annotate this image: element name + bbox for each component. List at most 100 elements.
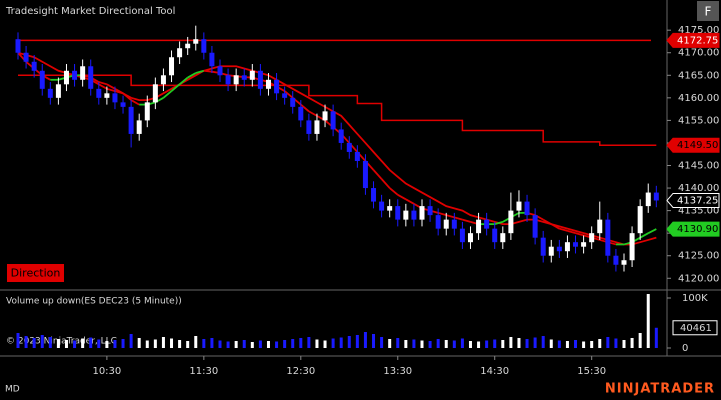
candle-body bbox=[354, 151, 360, 161]
fast-line-segment bbox=[445, 214, 455, 219]
volume-bar bbox=[493, 339, 497, 348]
volume-tick-label: 0 bbox=[682, 343, 688, 354]
fast-line-segment bbox=[559, 227, 568, 232]
volume-bar bbox=[339, 337, 343, 348]
x-tick-label: 10:30 bbox=[92, 366, 121, 377]
volume-bar bbox=[606, 337, 610, 348]
volume-bar bbox=[380, 337, 384, 348]
fast-line-segment bbox=[195, 69, 205, 74]
fast-line-segment bbox=[575, 232, 584, 237]
fast-line-segment bbox=[284, 90, 294, 99]
volume-bar bbox=[501, 340, 505, 348]
f-button[interactable] bbox=[697, 1, 719, 21]
candle-body bbox=[605, 219, 611, 256]
candle-body bbox=[419, 206, 425, 220]
candle-body bbox=[169, 57, 175, 76]
volume-bar bbox=[315, 339, 319, 348]
volume-bar bbox=[549, 339, 553, 348]
volume-bar bbox=[355, 335, 359, 348]
candle-body bbox=[645, 192, 651, 207]
candle-body bbox=[306, 120, 312, 134]
volume-bar bbox=[129, 334, 133, 348]
volume-bar bbox=[557, 340, 561, 348]
y-tick-label: 4125.00 bbox=[678, 251, 719, 262]
volume-bar bbox=[186, 341, 190, 348]
candle-body bbox=[387, 206, 393, 211]
candle-body bbox=[298, 106, 304, 121]
fast-line-segment bbox=[647, 228, 657, 234]
candle-body bbox=[524, 201, 530, 216]
volume-bar bbox=[654, 327, 658, 348]
volume-bar bbox=[436, 339, 440, 348]
volume-bar bbox=[533, 337, 537, 348]
volume-bar bbox=[468, 341, 472, 348]
volume-bar bbox=[218, 340, 222, 348]
candle-body bbox=[476, 219, 482, 234]
x-tick-label: 13:30 bbox=[383, 366, 412, 377]
candle-body bbox=[564, 242, 570, 252]
volume-bar bbox=[622, 340, 626, 348]
volume-bar bbox=[210, 338, 214, 348]
candle-body bbox=[128, 106, 134, 134]
candle-body bbox=[653, 192, 659, 201]
fast-line-segment bbox=[106, 83, 116, 90]
y-tick-label: 4155.00 bbox=[678, 115, 719, 126]
candle-body bbox=[637, 206, 643, 234]
chart-title: Tradesight Market Directional Tool bbox=[5, 6, 175, 17]
fast-line-segment bbox=[130, 99, 140, 106]
candle-body bbox=[274, 79, 280, 94]
fast-line-segment bbox=[187, 72, 197, 79]
candle-body bbox=[144, 102, 150, 121]
candle-body bbox=[209, 52, 215, 67]
candle-body bbox=[435, 215, 441, 229]
volume-bar bbox=[574, 340, 578, 348]
volume-bar bbox=[275, 341, 279, 348]
candle-body bbox=[467, 233, 473, 243]
volume-tick-label: 100K bbox=[682, 293, 708, 304]
y-tick-label: 4135.00 bbox=[678, 206, 719, 217]
candle-body bbox=[96, 88, 102, 98]
volume-bar bbox=[638, 333, 642, 348]
candle-body bbox=[233, 75, 239, 85]
f-button-label[interactable]: F bbox=[705, 5, 712, 19]
volume-title: Volume up down(ES DEC23 (5 Minute)) bbox=[6, 297, 182, 307]
candle-body bbox=[532, 215, 538, 238]
direction-label: Direction bbox=[11, 267, 61, 280]
candle-body bbox=[484, 219, 490, 229]
fast-line-segment bbox=[397, 194, 407, 201]
volume-bar bbox=[97, 339, 101, 348]
candle-body bbox=[282, 93, 288, 98]
candle-body bbox=[120, 102, 126, 107]
volume-bar bbox=[565, 341, 569, 348]
volume-bar bbox=[444, 340, 448, 348]
candle-body bbox=[55, 84, 61, 98]
y-tick-label: 4140.00 bbox=[678, 183, 719, 194]
candle-body bbox=[39, 70, 45, 89]
fast-line-segment bbox=[308, 110, 318, 117]
volume-bar bbox=[525, 339, 529, 348]
volume-bar bbox=[541, 336, 545, 348]
volume-bar bbox=[283, 340, 287, 348]
candle-body bbox=[193, 39, 199, 44]
step-tag-label: 4149.50 bbox=[677, 140, 718, 151]
candle-body bbox=[63, 70, 69, 85]
fast-line-segment bbox=[114, 88, 124, 95]
volume-bar bbox=[32, 338, 36, 348]
y-tick-label: 4145.00 bbox=[678, 161, 719, 172]
candle-body bbox=[362, 160, 368, 189]
candle-body bbox=[217, 66, 223, 76]
candle-body bbox=[88, 66, 94, 89]
candle-body bbox=[371, 188, 377, 202]
volume-bar bbox=[590, 341, 594, 348]
fast-line-segment bbox=[454, 216, 463, 221]
volume-bar bbox=[323, 340, 327, 348]
fast-line-segment bbox=[98, 81, 108, 86]
fast-line-segment bbox=[122, 92, 132, 101]
fast-line-segment bbox=[437, 211, 447, 216]
candle-body bbox=[621, 260, 627, 265]
volume-bar bbox=[517, 338, 521, 348]
candle-body bbox=[589, 233, 595, 243]
volume-bar bbox=[258, 340, 262, 348]
candle-body bbox=[500, 233, 506, 243]
y-tick-label: 4120.00 bbox=[678, 273, 719, 284]
